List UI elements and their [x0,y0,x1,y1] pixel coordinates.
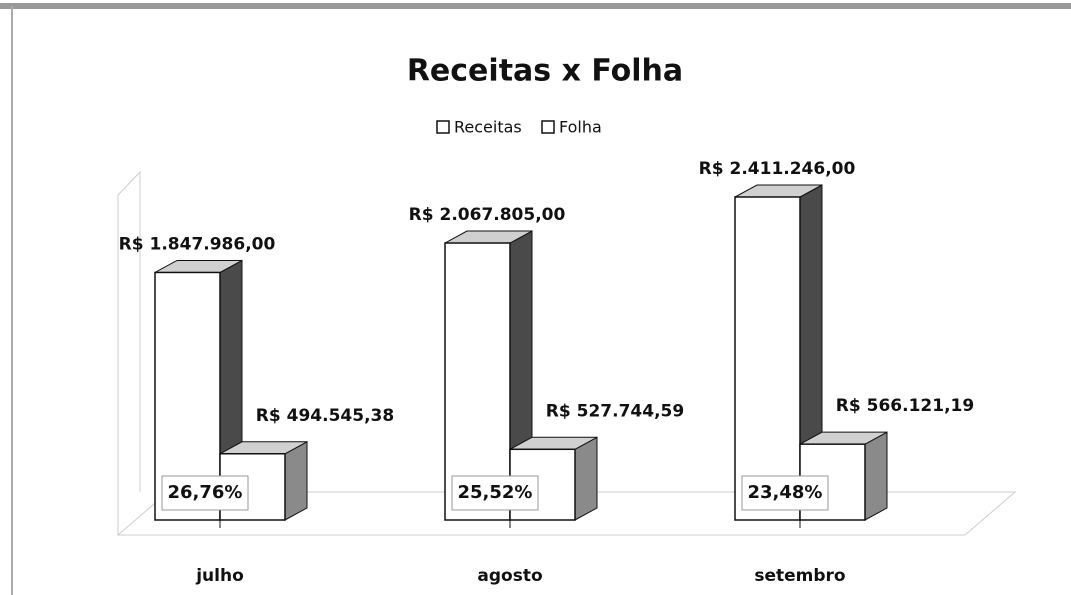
annotation: 23,48% [748,482,823,503]
annotation: 26,76% [168,482,243,503]
legend-label: Receitas [454,118,522,137]
bar-side [284,440,308,521]
annotation-box [161,475,249,511]
bar-side [864,431,888,521]
x-tick-label: julho [195,566,244,586]
back-wall [117,170,141,535]
legend-swatch [541,120,555,134]
annotation: 25,52% [458,482,533,503]
x-tick-label: agosto [477,566,542,586]
data-label: R$ 2.411.246,00 [699,159,856,179]
bar-side [574,436,598,521]
data-label: R$ 494.545,38 [256,406,394,426]
legend-label: Folha [559,118,602,137]
bar [734,196,801,521]
data-label: R$ 527.744,59 [546,401,684,421]
data-label: R$ 2.067.805,00 [409,205,566,225]
annotation-box [741,475,829,511]
x-tick-label: setembro [754,566,845,586]
legend-swatch [436,120,450,134]
floor [116,491,1017,536]
data-label: R$ 1.847.986,00 [119,234,276,254]
chart-title: Receitas x Folha [407,54,683,89]
bar [444,242,511,521]
annotation-box [451,475,539,511]
data-label: R$ 566.121,19 [836,396,974,416]
